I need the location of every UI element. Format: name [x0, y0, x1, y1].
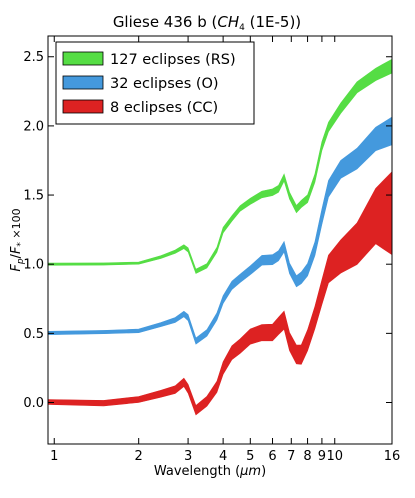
legend-swatch — [62, 51, 104, 66]
y-tick-label: 0.0 — [23, 396, 44, 411]
title-species-subscript: 4 — [239, 23, 245, 33]
x-tick-label: 9 — [318, 449, 326, 464]
chart-title: Gliese 436 b (CH4 (1E-5)) — [113, 13, 301, 33]
y-tick-label: 1.5 — [23, 189, 44, 204]
series-band-32-eclipses-o — [47, 116, 393, 345]
x-tick-label: 1 — [50, 449, 58, 464]
y-tick-label: 0.5 — [23, 327, 44, 342]
x-tick-label: 7 — [287, 449, 295, 464]
y-tick-label: 2.0 — [23, 119, 44, 134]
legend-label: 32 eclipses (O) — [110, 76, 219, 92]
y-tick-label: 2.5 — [23, 50, 44, 65]
x-tick-label: 4 — [219, 449, 227, 464]
x-label-main: Wavelength ( — [154, 464, 240, 479]
legend-label: 8 eclipses (CC) — [110, 100, 218, 116]
y-label-slash: / — [9, 253, 24, 258]
title-species: CH — [217, 13, 239, 31]
x-axis-ticks: 1 2 3 4 5 6 7 8 9 10 16 — [50, 36, 400, 464]
plot-frame — [47, 35, 393, 445]
legend-swatch — [62, 75, 104, 90]
x-tick-label: 10 — [326, 449, 343, 464]
legend: 127 eclipses (RS) 32 eclipses (O) 8 eclips… — [55, 41, 255, 125]
y-axis-label: Fp/F* ×100 — [9, 208, 26, 271]
series-band-8-eclipses-cc — [47, 170, 393, 416]
y-label-flux-planet-sub: p — [16, 258, 26, 265]
x-axis-label: Wavelength (μm) — [154, 464, 266, 479]
svg-text:Wavelength (μm): Wavelength (μm) — [154, 464, 266, 479]
x-tick-label: 5 — [246, 449, 254, 464]
svg-text:Fp/F* ×100: Fp/F* ×100 — [9, 208, 26, 271]
y-label-multiplier: ×100 — [10, 208, 23, 242]
y-label-flux-star: F — [9, 246, 24, 254]
x-tick-label: 8 — [303, 449, 311, 464]
y-tick-label: 1.0 — [23, 258, 44, 273]
x-tick-label: 16 — [384, 449, 401, 464]
legend-label: 127 eclipses (RS) — [110, 52, 236, 68]
legend-swatch — [62, 99, 104, 114]
y-axis-ticks: 0.0 0.5 1.0 1.5 2.0 2.5 — [23, 50, 392, 411]
title-main: Gliese 436 b ( — [113, 13, 218, 31]
x-tick-label: 2 — [135, 449, 143, 464]
x-label-close: ) — [261, 464, 266, 479]
svg-text:Gliese 436 b (CH4 (1E-5)): Gliese 436 b (CH4 (1E-5)) — [113, 13, 301, 33]
x-label-unit: μm — [239, 464, 261, 479]
x-tick-label: 6 — [268, 449, 276, 464]
y-label-flux-planet: F — [9, 264, 24, 272]
x-tick-label: 3 — [184, 449, 192, 464]
title-suffix: (1E-5)) — [245, 13, 301, 31]
y-label-flux-star-sub: * — [16, 242, 26, 247]
